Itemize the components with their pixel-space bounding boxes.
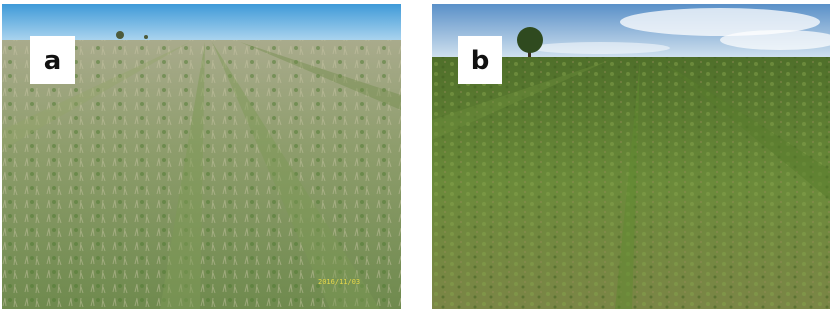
panel-label: b — [471, 46, 490, 76]
timestamp: 2016/11/03 — [318, 278, 360, 286]
panel-label: a — [44, 46, 62, 76]
page: {"panels": [{"label": "a", "timestamp": … — [0, 0, 830, 311]
figure: a 2016/11/03 b — [0, 0, 830, 311]
